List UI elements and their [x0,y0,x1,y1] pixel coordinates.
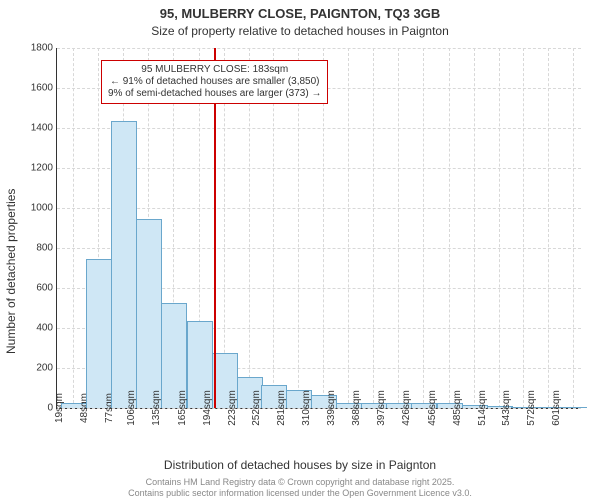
histogram-bar [561,407,587,408]
attribution-line: Contains public sector information licen… [0,488,600,498]
grid-line [348,48,349,408]
chart-subtitle: Size of property relative to detached ho… [0,24,600,38]
grid-line [548,48,549,408]
grid-line [474,48,475,408]
grid-line [499,48,500,408]
grid-line [57,48,581,49]
y-tick-label: 200 [36,363,57,374]
callout-box: 95 MULBERRY CLOSE: 183sqm← 91% of detach… [101,60,328,104]
x-tick-label: 572sqm [527,390,538,426]
x-tick-label: 368sqm [351,390,362,426]
y-tick-label: 600 [36,283,57,294]
x-tick-label: 397sqm [376,390,387,426]
y-tick-label: 800 [36,243,57,254]
histogram-bar [86,259,112,408]
y-tick-label: 1200 [31,163,57,174]
plot-area: 02004006008001000120014001600180019sqm48… [56,48,581,409]
grid-line [398,48,399,408]
attribution-line: Contains HM Land Registry data © Crown c… [0,477,600,487]
grid-line [449,48,450,408]
callout-line: 9% of semi-detached houses are larger (3… [108,88,321,100]
x-tick-label: 426sqm [401,390,412,426]
x-tick-label: 543sqm [502,390,513,426]
callout-line: 95 MULBERRY CLOSE: 183sqm [108,64,321,76]
x-tick-label: 601sqm [551,390,562,426]
grid-line [523,48,524,408]
histogram-chart: 95, MULBERRY CLOSE, PAIGNTON, TQ3 3GB Si… [0,0,600,500]
x-tick-label: 456sqm [427,390,438,426]
y-tick-label: 1000 [31,203,57,214]
x-tick-label: 339sqm [326,390,337,426]
x-tick-label: 19sqm [54,393,65,423]
y-tick-label: 400 [36,323,57,334]
x-tick-label: 514sqm [477,390,488,426]
grid-line [373,48,374,408]
attribution-text: Contains HM Land Registry data © Crown c… [0,477,600,498]
chart-title: 95, MULBERRY CLOSE, PAIGNTON, TQ3 3GB [0,6,600,21]
y-axis-label: Number of detached properties [4,189,18,354]
x-tick-label: 485sqm [452,390,463,426]
grid-line [423,48,424,408]
y-tick-label: 1600 [31,83,57,94]
histogram-bar [111,121,137,408]
y-tick-label: 1800 [31,43,57,54]
histogram-bar [136,219,162,408]
y-tick-label: 1400 [31,123,57,134]
grid-line [73,48,74,408]
grid-line [573,48,574,408]
x-axis-label: Distribution of detached houses by size … [0,458,600,472]
callout-line: ← 91% of detached houses are smaller (3,… [108,76,321,88]
